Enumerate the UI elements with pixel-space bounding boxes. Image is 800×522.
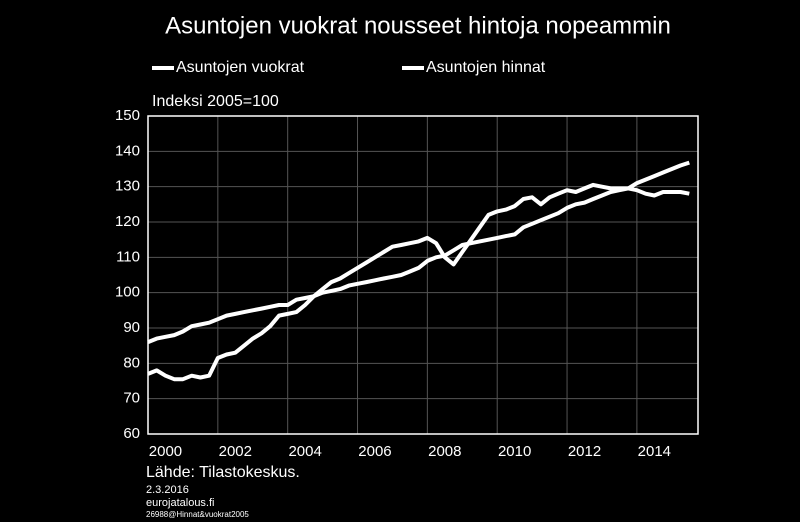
x-tick-label: 2014 bbox=[638, 443, 671, 460]
site: eurojatalous.fi bbox=[146, 497, 215, 509]
series-line bbox=[147, 182, 690, 382]
y-tick-label: 100 bbox=[115, 284, 140, 301]
y-tick-label: 150 bbox=[115, 107, 140, 124]
date: 2.3.2016 bbox=[146, 484, 189, 496]
y-axis-label: Indeksi 2005=100 bbox=[152, 93, 279, 110]
y-tick-label: 90 bbox=[123, 319, 140, 336]
x-tick-label: 2012 bbox=[568, 443, 601, 460]
x-tick-label: 2008 bbox=[428, 443, 461, 460]
legend-label: Asuntojen vuokrat bbox=[176, 59, 305, 76]
x-tick-label: 2006 bbox=[358, 443, 391, 460]
x-tick-label: 2010 bbox=[498, 443, 531, 460]
source: Lähde: Tilastokeskus. bbox=[146, 464, 300, 481]
x-tick-label: 2002 bbox=[219, 443, 252, 460]
y-tick-label: 110 bbox=[116, 248, 140, 265]
y-tick-label: 130 bbox=[115, 178, 140, 195]
x-tick-label: 2000 bbox=[149, 443, 182, 460]
chart-title: Asuntojen vuokrat nousseet hintoja nopea… bbox=[165, 12, 671, 39]
y-tick-label: 70 bbox=[123, 390, 140, 407]
series-line bbox=[147, 160, 690, 344]
y-tick-label: 120 bbox=[115, 213, 140, 230]
plot-border bbox=[147, 115, 699, 435]
y-tick-label: 80 bbox=[123, 354, 140, 371]
y-tick-label: 140 bbox=[115, 142, 140, 159]
x-tick-label: 2004 bbox=[288, 443, 321, 460]
code: 26988@Hinnat&vuokrat2005 bbox=[146, 510, 249, 519]
y-tick-label: 60 bbox=[123, 425, 140, 442]
legend-label: Asuntojen hinnat bbox=[426, 59, 546, 76]
